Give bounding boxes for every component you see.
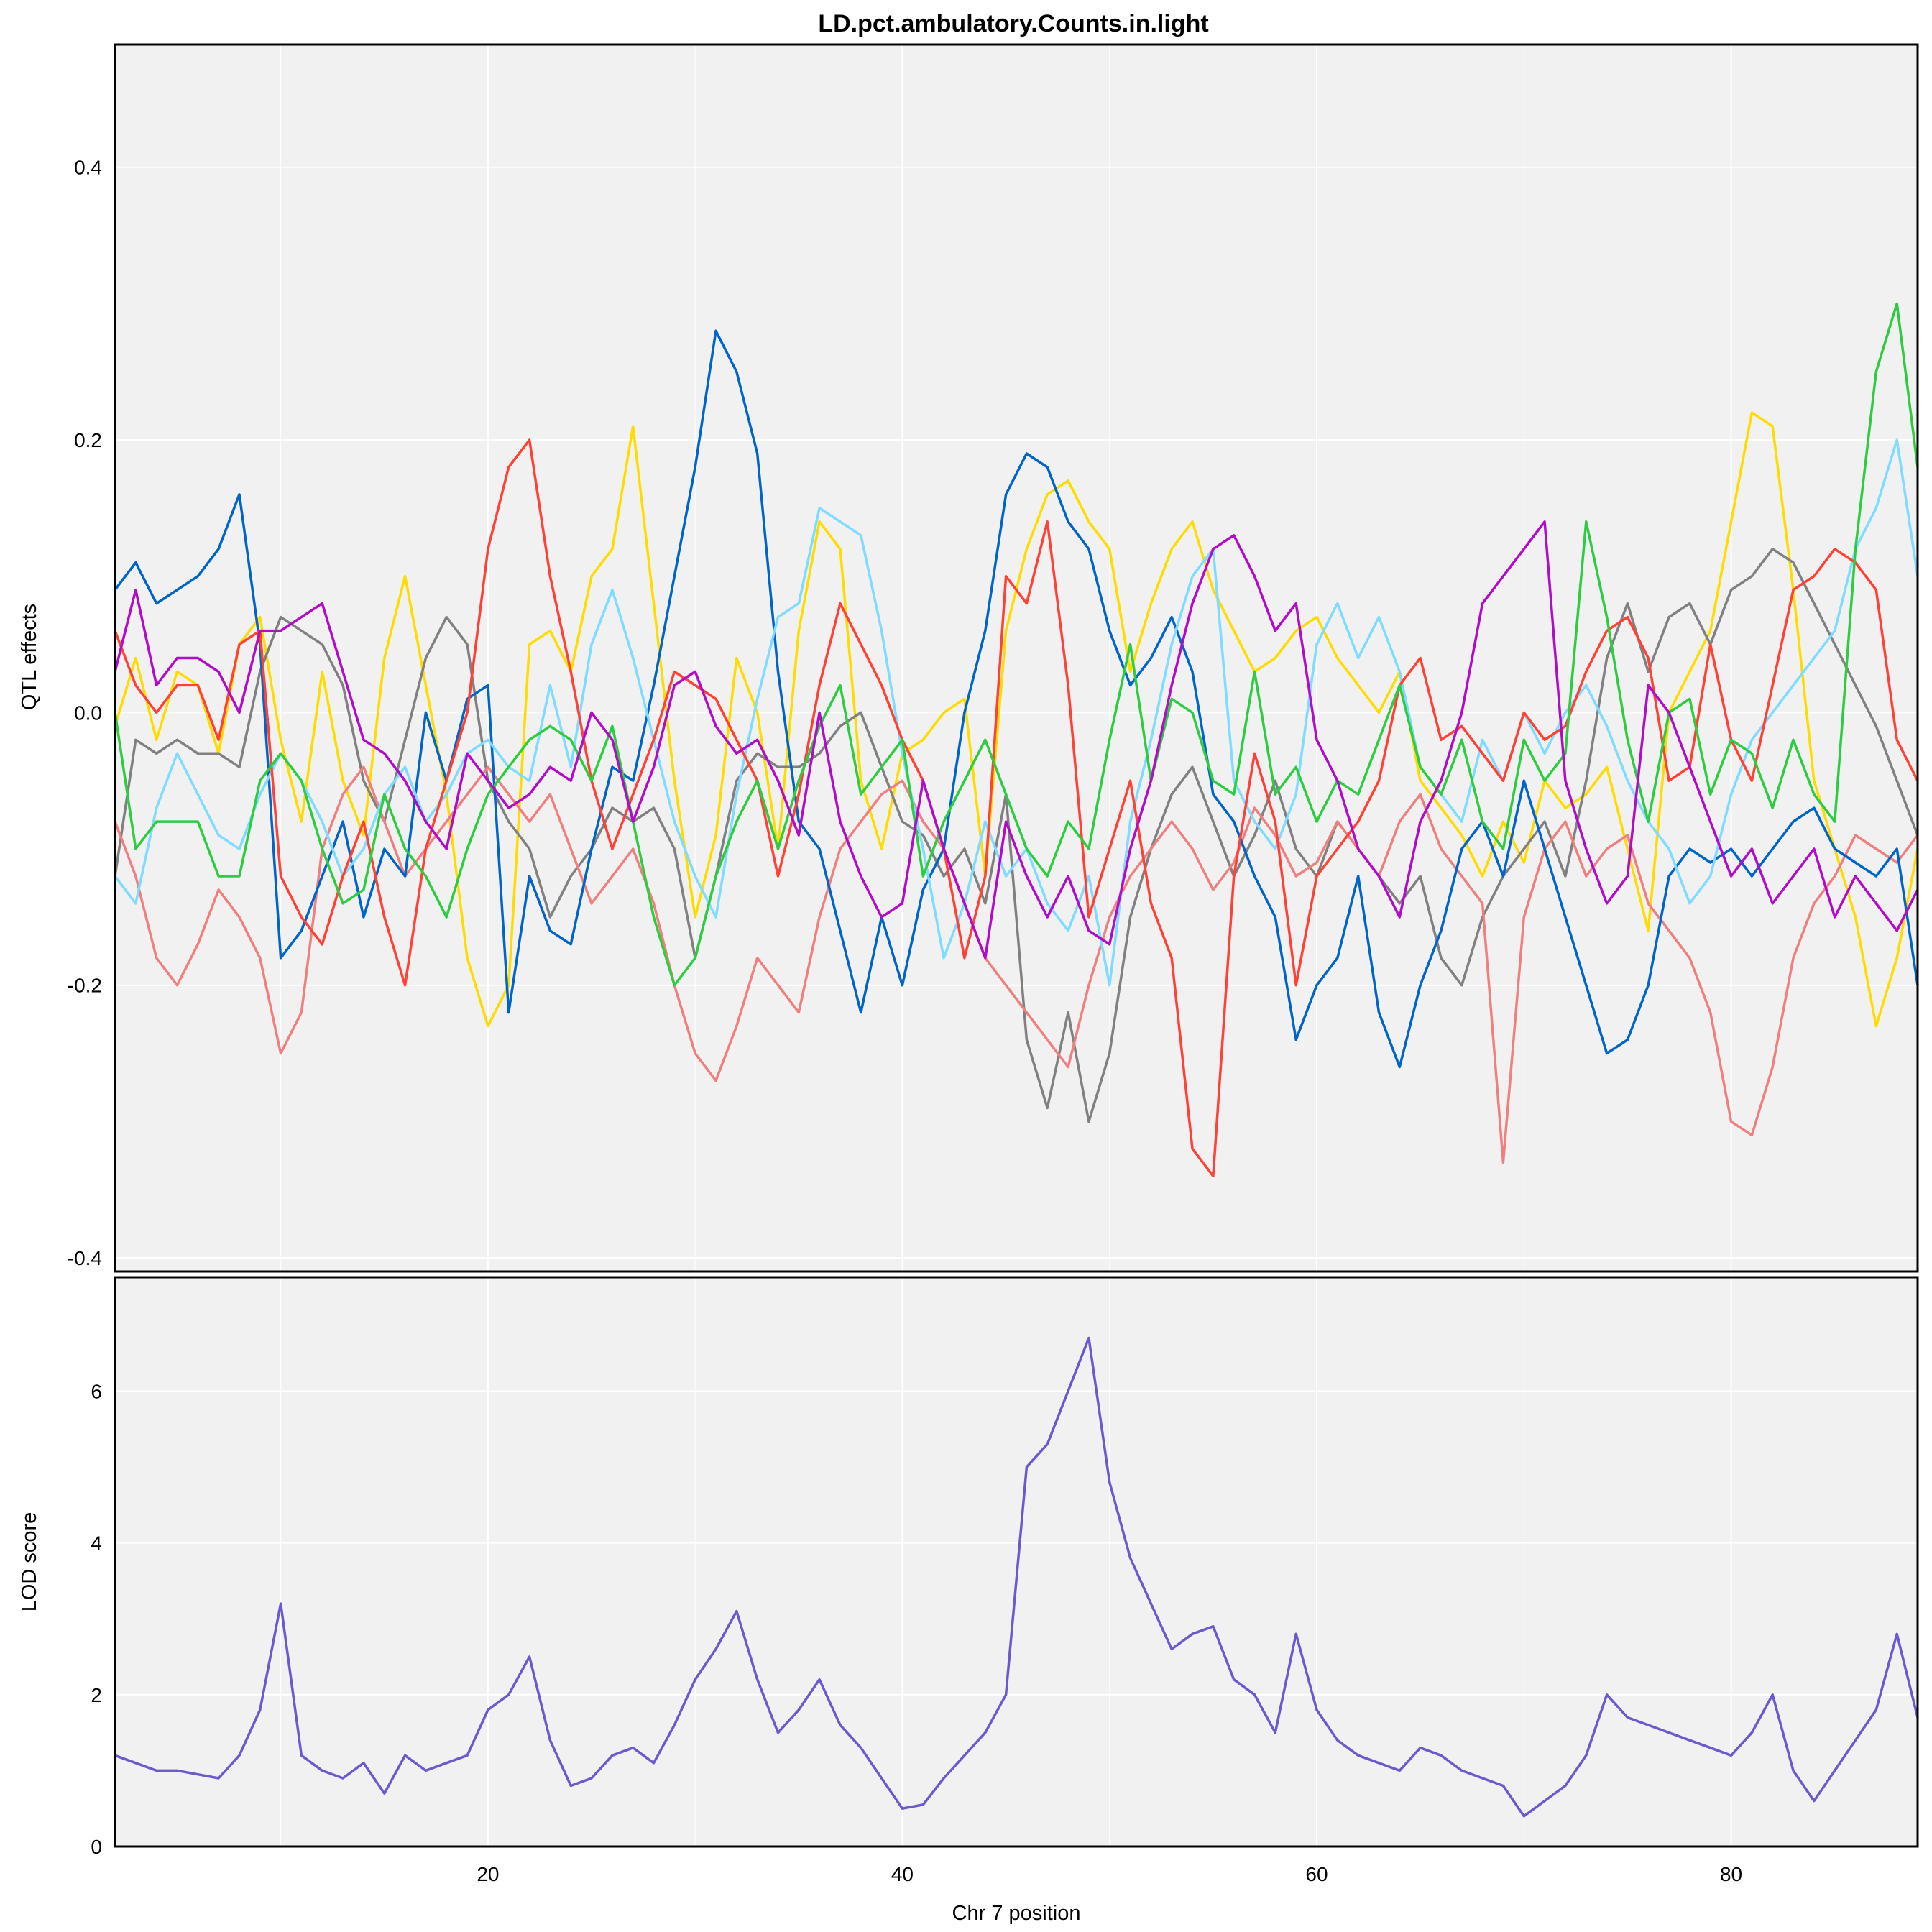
x-tick-label: 20 [477, 1863, 499, 1885]
lod-lines [114, 1336, 1919, 1818]
y-tick-label: 4 [91, 1532, 102, 1555]
effect-series-line-1 [114, 548, 1919, 1123]
y-tick-label: 0.4 [74, 157, 102, 179]
effect-series-line-5 [114, 438, 1919, 1177]
lod-panel: 0 2 4 6 20 40 60 80 LOD score Chr 7 position [18, 1276, 1919, 1925]
y-tick-label: -0.2 [68, 975, 102, 997]
y-tick-label: 0 [91, 1836, 102, 1858]
effects-y-axis-label: QTL effects [18, 604, 41, 710]
lod-y-ticks: 0 2 4 6 [91, 1380, 102, 1858]
effect-series-line-6 [114, 302, 1919, 987]
x-axis-label: Chr 7 position [952, 1902, 1081, 1925]
x-tick-label: 60 [1305, 1863, 1328, 1885]
effects-y-ticks: -0.4 -0.2 0.0 0.2 0.4 [68, 157, 102, 1269]
effects-grid [115, 45, 1918, 1271]
lod-y-axis-label: LOD score [18, 1512, 41, 1612]
y-tick-label: 2 [91, 1684, 102, 1706]
y-tick-label: -0.4 [68, 1247, 102, 1269]
effect-series-line-7 [114, 520, 1919, 960]
chart-title: LD.pct.ambulatory.Counts.in.light [818, 10, 1208, 37]
effects-lines [114, 302, 1919, 1177]
lod-x-ticks: 20 40 60 80 [477, 1863, 1742, 1885]
effects-panel: -0.4 -0.2 0.0 0.2 0.4 QTL effects [18, 43, 1919, 1273]
y-tick-label: 0.2 [74, 429, 102, 451]
y-tick-label: 0.0 [74, 702, 102, 724]
x-tick-label: 80 [1720, 1863, 1742, 1885]
y-tick-label: 6 [91, 1380, 102, 1402]
x-tick-label: 40 [891, 1863, 914, 1885]
lod-series-line-0 [114, 1336, 1919, 1818]
effect-series-line-4 [114, 438, 1919, 987]
